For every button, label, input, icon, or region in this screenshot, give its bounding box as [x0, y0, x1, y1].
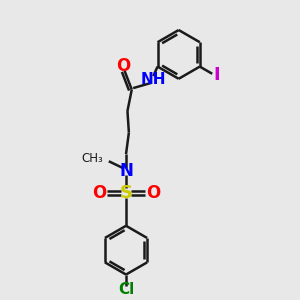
- Text: O: O: [92, 184, 106, 202]
- Text: N: N: [119, 162, 133, 180]
- Text: O: O: [116, 57, 130, 75]
- Text: Cl: Cl: [118, 282, 134, 297]
- Text: S: S: [119, 184, 133, 202]
- Text: CH₃: CH₃: [81, 152, 103, 165]
- Text: NH: NH: [140, 72, 166, 87]
- Text: O: O: [146, 184, 160, 202]
- Text: I: I: [214, 66, 220, 84]
